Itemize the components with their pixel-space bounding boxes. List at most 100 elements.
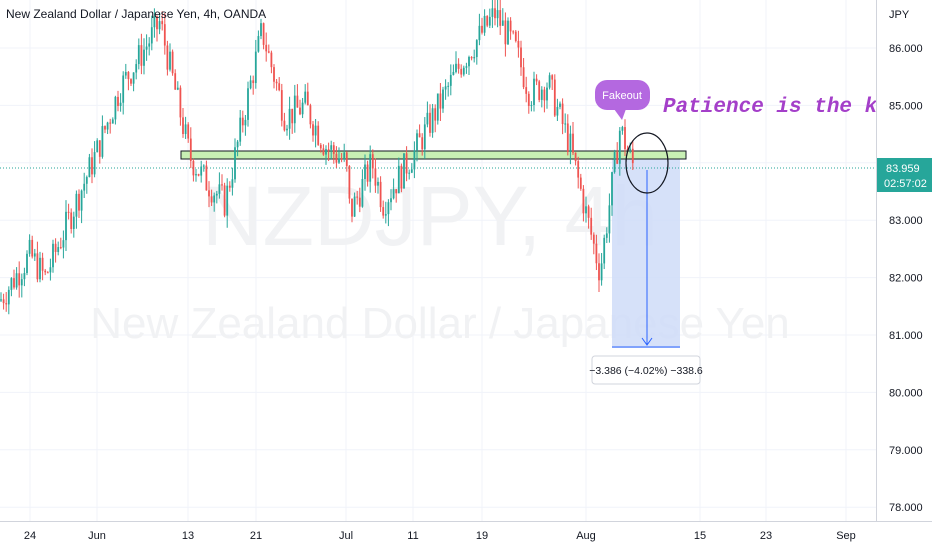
price-axis[interactable]: 86.00085.00084.00083.00082.00081.00080.0…: [889, 43, 923, 514]
candle-body: [184, 124, 187, 135]
candle-body: [387, 202, 390, 215]
candle-body: [582, 188, 585, 214]
candle-body: [145, 46, 148, 50]
candle-body: [104, 126, 106, 130]
candle-body: [150, 27, 153, 44]
candle-body: [208, 190, 210, 197]
candle-body: [23, 273, 26, 280]
candle-body: [20, 279, 23, 286]
candle-body: [431, 108, 434, 133]
candle-body: [241, 117, 244, 126]
candle-body: [283, 120, 286, 131]
focus-circle[interactable]: [625, 132, 669, 194]
price-tick-label: 85.000: [889, 100, 923, 112]
candle-body: [475, 40, 478, 58]
price-tick-label: 81.000: [889, 330, 923, 342]
candle-body: [111, 119, 114, 124]
candle-body: [0, 299, 2, 301]
candle-body: [444, 86, 447, 90]
candle-body: [457, 63, 460, 69]
candle-body: [143, 49, 145, 66]
candle-body: [520, 47, 522, 68]
candle-body: [522, 67, 525, 88]
candle-body: [509, 20, 512, 32]
candle-body: [566, 123, 569, 152]
candle-body: [80, 190, 83, 211]
candle-body: [598, 263, 600, 281]
candle-body: [590, 217, 593, 235]
candle-body: [384, 214, 387, 216]
time-tick-label: 13: [182, 530, 194, 542]
candle-body: [223, 185, 226, 216]
candle-body: [494, 8, 496, 19]
candle-body: [70, 212, 73, 229]
symbol-watermark: NZDJPY, 4h New Zealand Dollar / Japanese…: [90, 169, 790, 348]
candle-body: [366, 164, 369, 182]
candle-body: [98, 140, 101, 157]
candle-body: [210, 196, 213, 203]
time-axis[interactable]: 24 Jun 13 21 Jul 11 19 Aug 15 23 Sep: [24, 530, 856, 542]
candle-body: [317, 125, 320, 145]
candle-body: [265, 44, 268, 52]
candle-body: [49, 267, 52, 273]
candle-body: [559, 103, 561, 107]
candle-body: [39, 257, 41, 280]
chart-title: New Zealand Dollar / Japanese Yen, 4h, O…: [6, 7, 267, 21]
candle-body: [197, 174, 200, 176]
candle-body: [65, 211, 67, 241]
time-tick-label: 19: [476, 530, 488, 542]
candle-body: [221, 184, 223, 186]
candle-body: [410, 169, 413, 173]
candle-body: [447, 85, 450, 87]
candle-body: [460, 68, 463, 75]
current-price-value: 83.959: [886, 163, 920, 175]
candle-body: [600, 263, 603, 281]
candle-body: [163, 24, 166, 46]
measure-label-text: −3.386 (−4.02%) −338.6: [589, 365, 703, 377]
candle-body: [267, 51, 270, 53]
candle-body: [75, 193, 78, 217]
candle-body: [10, 278, 13, 290]
candle-body: [106, 122, 109, 130]
candle-body: [330, 145, 333, 150]
measure-box[interactable]: [612, 152, 680, 348]
candle-body: [517, 40, 520, 48]
candle-body: [96, 140, 99, 153]
candle-body: [452, 71, 455, 75]
candle-body: [28, 239, 31, 254]
candle-body: [449, 74, 452, 86]
fakeout-callout[interactable]: Fakeout: [595, 80, 650, 120]
candle-body: [46, 272, 49, 274]
candle-body: [332, 145, 335, 154]
candle-body: [379, 181, 382, 208]
candle-body: [117, 96, 119, 107]
candle-body: [356, 196, 359, 198]
candle-body: [369, 154, 372, 182]
candle-body: [299, 107, 301, 115]
candle-body: [405, 153, 408, 174]
candle-body: [291, 108, 294, 124]
time-tick-label: Aug: [576, 530, 596, 542]
candle-body: [153, 16, 156, 28]
candle-body: [561, 103, 564, 125]
candlestick-series: [0, 0, 634, 315]
candle-body: [512, 31, 515, 33]
candle-body: [176, 87, 179, 90]
candle-body: [556, 106, 559, 116]
candle-body: [7, 289, 10, 305]
current-price-tag: 83.959 02:57:02: [877, 158, 932, 192]
candle-body: [205, 165, 208, 191]
measure-label: −3.386 (−4.02%) −338.6: [589, 355, 703, 385]
candle-body: [62, 240, 65, 248]
candle-body: [244, 119, 247, 126]
candle-body: [182, 117, 184, 135]
candle-body: [486, 15, 489, 26]
candle-body: [171, 51, 174, 74]
support-resistance-zone[interactable]: [180, 150, 687, 160]
candle-body: [52, 243, 54, 268]
candle-body: [13, 278, 15, 288]
patience-note[interactable]: Patience is the key: [663, 96, 904, 119]
candle-body: [174, 73, 177, 90]
candle-body: [122, 75, 125, 103]
